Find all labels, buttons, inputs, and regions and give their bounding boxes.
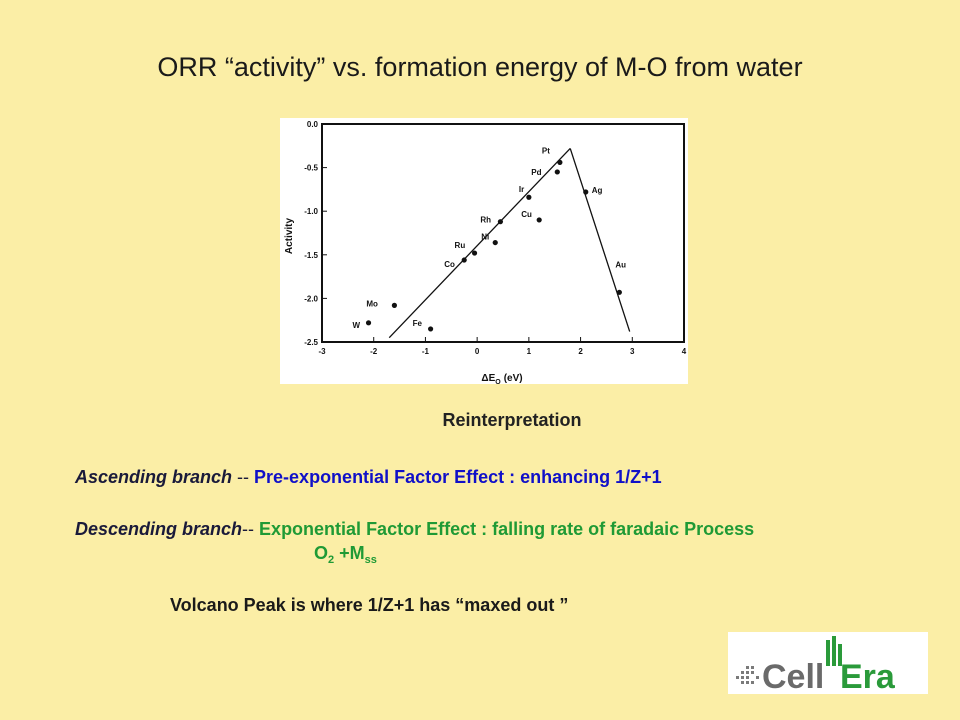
logo-era-text: Era (840, 658, 896, 694)
o2-symbol: O (314, 543, 329, 563)
y-tick-label: -1.0 (304, 207, 318, 216)
y-tick-label: -0.5 (304, 164, 318, 173)
data-point-au (616, 289, 622, 295)
y-tick-label: -2.5 (304, 338, 318, 347)
descending-text: Exponential Factor Effect : falling rate… (259, 519, 755, 539)
logo-bars (826, 636, 842, 666)
data-points: W Mo Fe Co Ru Ni Rh Cu Ir Pd Pt Ag Au (353, 146, 626, 332)
x-tick-label: 3 (630, 347, 635, 356)
cellera-logo-graphic: Cell Era (736, 636, 896, 696)
trend-line (388, 147, 571, 339)
point-label-pt: Pt (542, 146, 550, 155)
m-subscript: ss (364, 554, 377, 566)
descending-branch-line: Descending branch-- Exponential Factor E… (75, 519, 754, 540)
point-label-ir: Ir (519, 185, 524, 194)
data-point-ni (492, 239, 498, 246)
y-tick-label: -2.0 (304, 294, 318, 303)
y-tick-label: 0.0 (307, 120, 319, 129)
ascending-branch-line: Ascending branch -- Pre-exponential Fact… (75, 467, 662, 488)
descending-sep: -- (242, 519, 260, 539)
data-point-ru (471, 250, 478, 256)
data-point-cu (536, 217, 542, 223)
slide-title: ORR “activity” vs. formation energy of M… (157, 52, 803, 82)
x-axis-label-unit: (eV) (504, 373, 523, 384)
point-label-ni: Ni (481, 233, 489, 242)
point-label-rh: Rh (480, 216, 491, 225)
o2-subscript: 2 (328, 554, 335, 566)
reinterpretation-heading: Reinterpretation (442, 410, 582, 430)
volcano-peak-note: Volcano Peak is where 1/Z+1 has “maxed o… (170, 595, 569, 615)
x-axis-label: ΔEO (eV) (481, 373, 522, 384)
data-point-rh (497, 219, 504, 225)
plus-m-symbol: +M (334, 543, 365, 563)
point-label-au: Au (615, 260, 626, 269)
trend-lines (388, 147, 631, 339)
data-point-fe (428, 326, 434, 332)
y-axis-ticks: 0.0 -0.5 -1.0 -1.5 -2.0 -2.5 (304, 120, 327, 347)
descending-lead: Descending branch (75, 519, 243, 539)
descending-formula: O2 +Mss (314, 543, 377, 566)
ascending-lead: Ascending branch (75, 467, 233, 487)
x-tick-label: 0 (475, 347, 480, 356)
x-tick-label: 1 (527, 347, 532, 356)
logo-cell-text: Cell (762, 658, 824, 694)
x-tick-label: -2 (370, 347, 378, 356)
plot-frame (321, 123, 685, 343)
y-tick-label: -1.5 (304, 251, 318, 260)
point-label-cu: Cu (521, 210, 532, 219)
cellera-logo: Cell Era (728, 632, 928, 696)
ascending-text: Pre-exponential Factor Effect : enhancin… (254, 467, 662, 487)
point-label-mo: Mo (366, 299, 378, 308)
x-axis-label-sub: O (495, 379, 501, 384)
x-tick-label: -1 (422, 347, 430, 356)
x-tick-label: -3 (318, 347, 326, 356)
point-label-ag: Ag (592, 186, 603, 195)
data-point-ir (526, 194, 532, 200)
x-axis-ticks: -3 -2 -1 0 1 2 3 4 (318, 337, 687, 356)
point-label-fe: Fe (413, 319, 423, 328)
x-tick-label: 4 (682, 347, 687, 356)
point-label-co: Co (444, 260, 455, 269)
point-label-pd: Pd (531, 168, 541, 177)
volcano-chart: 0.0 -0.5 -1.0 -1.5 -2.0 -2.5 -3 -2 -1 0 1 2 3 4 W Mo F… (280, 118, 688, 384)
data-point-mo (391, 302, 397, 308)
data-point-pd (554, 169, 560, 175)
trend-line (569, 148, 631, 332)
ascending-sep: -- (232, 467, 255, 487)
x-axis-label-main: ΔE (481, 373, 495, 384)
data-point-ag (583, 189, 589, 195)
data-point-pt (557, 159, 563, 165)
data-point-co (461, 257, 467, 263)
point-label-ru: Ru (455, 241, 466, 250)
point-label-w: W (353, 321, 361, 330)
logo-dots (736, 666, 759, 684)
x-tick-label: 2 (578, 347, 583, 356)
data-point-w (365, 320, 372, 326)
y-axis-label: Activity (284, 218, 295, 255)
volcano-chart-svg: 0.0 -0.5 -1.0 -1.5 -2.0 -2.5 -3 -2 -1 0 1 2 3 4 W Mo F… (284, 120, 687, 384)
